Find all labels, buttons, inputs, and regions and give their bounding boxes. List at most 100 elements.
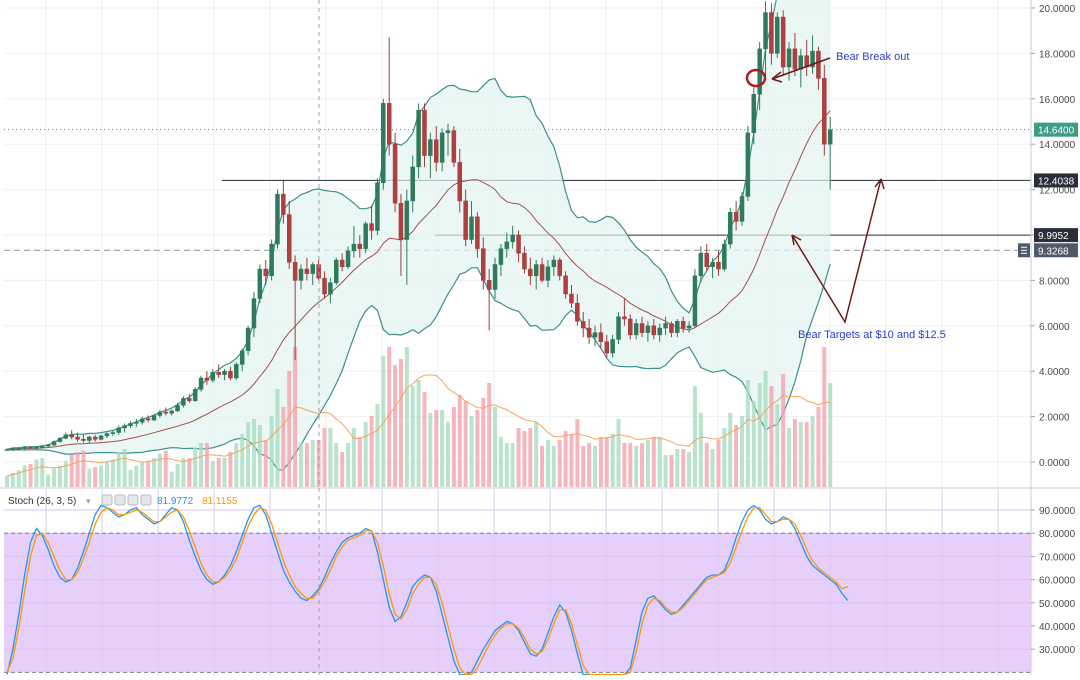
candle[interactable]: [745, 126, 751, 201]
candle[interactable]: [716, 250, 721, 276]
candle[interactable]: [439, 128, 445, 172]
candle[interactable]: [545, 259, 551, 288]
candle[interactable]: [110, 430, 116, 436]
candle[interactable]: [228, 366, 233, 381]
candle[interactable]: [386, 37, 392, 156]
candle[interactable]: [780, 10, 786, 77]
candle[interactable]: [551, 255, 557, 276]
candle[interactable]: [428, 132, 433, 179]
candle[interactable]: [187, 393, 192, 403]
candle[interactable]: [639, 316, 645, 338]
candle[interactable]: [610, 334, 615, 358]
candle[interactable]: [40, 445, 45, 449]
candle[interactable]: [486, 269, 492, 331]
candle[interactable]: [275, 189, 280, 249]
candle[interactable]: [651, 318, 657, 340]
candle[interactable]: [475, 212, 480, 258]
candle[interactable]: [69, 430, 74, 440]
price-tag[interactable]: 9.3268: [1018, 243, 1078, 258]
candle[interactable]: [451, 126, 457, 167]
eye-icon[interactable]: [101, 494, 113, 506]
candle[interactable]: [51, 440, 57, 447]
candle[interactable]: [739, 191, 745, 226]
candle[interactable]: [792, 32, 798, 77]
candle[interactable]: [710, 257, 715, 279]
candle[interactable]: [398, 194, 404, 276]
candle[interactable]: [298, 264, 304, 290]
candle[interactable]: [580, 312, 586, 338]
candle[interactable]: [533, 259, 539, 290]
candle[interactable]: [733, 200, 739, 231]
candle[interactable]: [675, 318, 680, 338]
candle[interactable]: [210, 368, 216, 383]
candle[interactable]: [516, 230, 521, 263]
breakout-circle[interactable]: [745, 68, 767, 88]
candle[interactable]: [239, 348, 245, 372]
candle[interactable]: [522, 246, 527, 274]
price-axis[interactable]: 20.000018.000016.000014.000012.000010.00…: [1018, 0, 1078, 675]
candle[interactable]: [369, 205, 374, 240]
candle[interactable]: [75, 432, 80, 442]
candle[interactable]: [245, 325, 251, 356]
candle[interactable]: [404, 189, 410, 285]
candle[interactable]: [680, 316, 686, 333]
candle[interactable]: [528, 257, 533, 285]
candle[interactable]: [704, 244, 709, 272]
candle[interactable]: [633, 318, 639, 340]
candle[interactable]: [698, 246, 704, 283]
candle[interactable]: [657, 323, 662, 342]
candle[interactable]: [692, 269, 698, 329]
candle[interactable]: [139, 416, 145, 425]
candle[interactable]: [339, 253, 345, 272]
candle[interactable]: [292, 255, 298, 360]
candle[interactable]: [145, 415, 151, 423]
candle[interactable]: [375, 178, 380, 235]
target-arrows[interactable]: [791, 178, 882, 324]
candle[interactable]: [827, 116, 833, 190]
candle[interactable]: [163, 407, 169, 416]
candle[interactable]: [498, 244, 504, 276]
candle[interactable]: [786, 42, 792, 81]
candle[interactable]: [22, 446, 27, 450]
candle[interactable]: [569, 284, 574, 308]
candle[interactable]: [34, 446, 39, 450]
gear-icon[interactable]: [114, 494, 126, 506]
candle[interactable]: [281, 180, 286, 224]
info-icon[interactable]: [127, 494, 139, 506]
candle[interactable]: [92, 434, 98, 442]
candle[interactable]: [134, 418, 139, 427]
candle[interactable]: [169, 409, 174, 416]
candle[interactable]: [586, 318, 592, 344]
candle[interactable]: [463, 189, 468, 247]
candle[interactable]: [175, 402, 180, 413]
candle[interactable]: [810, 35, 815, 74]
candle[interactable]: [392, 132, 398, 213]
candle[interactable]: [45, 443, 51, 448]
candle[interactable]: [63, 432, 69, 440]
candle[interactable]: [334, 257, 339, 285]
price-tag[interactable]: 9.9952: [1034, 228, 1078, 243]
candle[interactable]: [422, 103, 427, 167]
candle[interactable]: [216, 364, 221, 379]
candle[interactable]: [457, 148, 463, 213]
candle[interactable]: [351, 225, 357, 258]
candle[interactable]: [57, 437, 63, 443]
candle[interactable]: [181, 396, 186, 408]
candle[interactable]: [116, 425, 121, 435]
candle[interactable]: [722, 239, 727, 272]
candle[interactable]: [469, 200, 474, 245]
candle[interactable]: [575, 294, 580, 326]
candle[interactable]: [251, 291, 257, 338]
candle[interactable]: [234, 362, 239, 381]
candle[interactable]: [198, 375, 204, 392]
candle[interactable]: [16, 447, 22, 450]
candle[interactable]: [98, 434, 104, 441]
candle[interactable]: [4, 448, 10, 451]
candle[interactable]: [598, 323, 604, 349]
candle[interactable]: [345, 246, 351, 270]
candle[interactable]: [775, 12, 780, 58]
candle[interactable]: [645, 321, 651, 342]
candle[interactable]: [81, 434, 86, 443]
candle[interactable]: [663, 316, 668, 335]
candle[interactable]: [322, 271, 327, 299]
